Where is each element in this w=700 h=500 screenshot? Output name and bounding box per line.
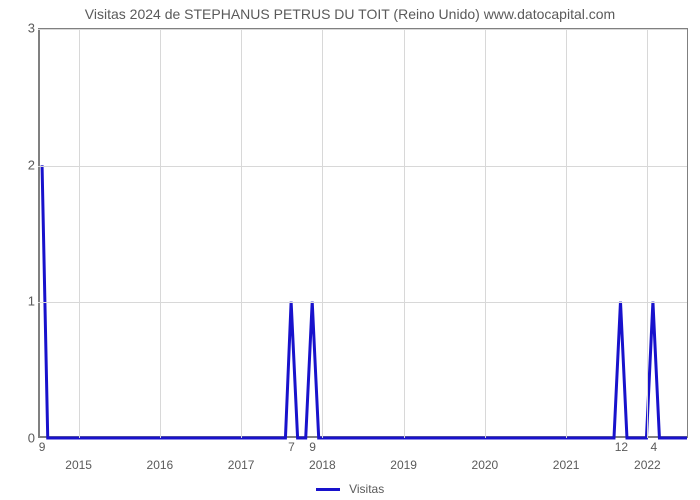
gridline-vertical	[647, 29, 648, 438]
x-tick-label: 2020	[472, 458, 499, 472]
y-tick-label: 2	[5, 157, 35, 172]
gridline-vertical	[566, 29, 567, 438]
x-tick-label: 2016	[147, 458, 174, 472]
x-tick-label: 2017	[228, 458, 255, 472]
gridline-vertical	[160, 29, 161, 438]
x-tick-label: 2022	[634, 458, 661, 472]
gridline-vertical	[241, 29, 242, 438]
y-tick-label: 0	[5, 431, 35, 446]
data-line-layer	[38, 29, 687, 438]
legend: Visitas	[0, 482, 700, 496]
data-point-label: 9	[309, 440, 316, 454]
chart-title: Visitas 2024 de STEPHANUS PETRUS DU TOIT…	[0, 6, 700, 22]
gridline-vertical	[322, 29, 323, 438]
data-point-label: 4	[651, 440, 658, 454]
x-tick-label: 2018	[309, 458, 336, 472]
data-point-label: 9	[39, 440, 46, 454]
data-point-label: 12	[615, 440, 628, 454]
gridline-horizontal	[38, 29, 687, 30]
x-tick-label: 2019	[390, 458, 417, 472]
gridline-horizontal	[38, 302, 687, 303]
legend-swatch	[316, 488, 340, 491]
x-tick-label: 2015	[65, 458, 92, 472]
gridline-vertical	[404, 29, 405, 438]
chart-container: Visitas 2024 de STEPHANUS PETRUS DU TOIT…	[0, 0, 700, 500]
y-tick-label: 1	[5, 294, 35, 309]
legend-label: Visitas	[349, 482, 384, 496]
gridline-horizontal	[38, 166, 687, 167]
y-tick-label: 3	[5, 21, 35, 36]
data-point-label: 7	[288, 440, 295, 454]
x-tick-label: 2021	[553, 458, 580, 472]
plot-area	[38, 28, 688, 438]
gridline-vertical	[485, 29, 486, 438]
gridline-vertical	[79, 29, 80, 438]
